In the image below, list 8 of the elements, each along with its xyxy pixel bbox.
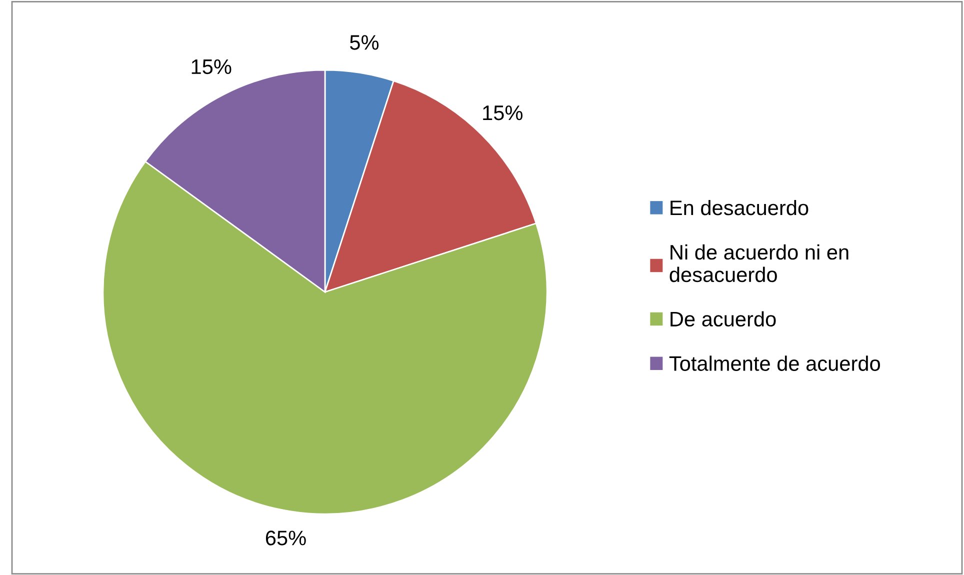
data-label: 15% xyxy=(483,106,522,120)
legend-label: De acuerdo xyxy=(670,311,776,327)
legend-label: En desacuerdo xyxy=(670,200,808,216)
legend-label: Totalmente de acuerdo xyxy=(669,356,880,371)
legend-label: Ni de acuerdo ni en desacuerdo xyxy=(670,244,848,282)
data-label: 5% xyxy=(350,35,379,50)
data-label: 65% xyxy=(266,530,306,546)
data-label: 15% xyxy=(192,59,232,74)
